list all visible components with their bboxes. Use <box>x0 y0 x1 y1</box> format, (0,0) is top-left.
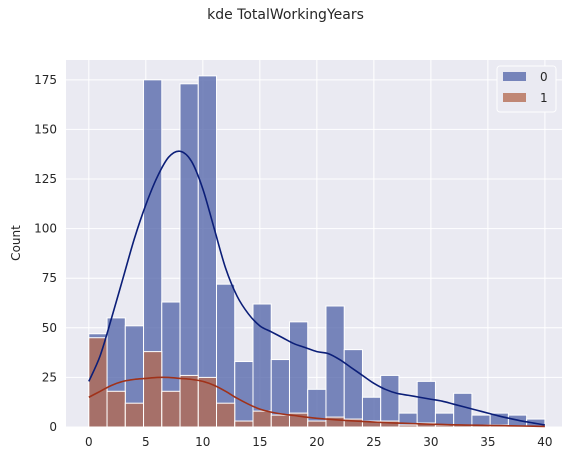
x-tick-labels: 0 5 10 15 20 25 30 35 40 <box>85 435 553 449</box>
bar-series-0 <box>197 75 218 428</box>
bar-series-1 <box>161 390 181 428</box>
legend: 0 1 <box>496 65 557 113</box>
x-tick-label: 10 <box>195 435 210 449</box>
bar-series-1 <box>234 420 254 428</box>
chart-title: kde TotalWorkingYears <box>207 7 364 23</box>
bar-series-1 <box>179 374 199 428</box>
bar-series-1 <box>307 420 327 428</box>
bar-series-1 <box>216 402 236 428</box>
legend-swatch-1 <box>503 93 526 102</box>
x-tick-label: 40 <box>537 435 552 449</box>
y-tick-labels: 0 25 50 75 100 125 150 175 <box>34 73 57 434</box>
bar-series-1 <box>143 351 163 428</box>
series-1-bars <box>88 337 509 428</box>
x-tick-label: 0 <box>85 435 93 449</box>
bar-series-0 <box>416 380 436 428</box>
bar-series-1 <box>252 410 272 428</box>
x-tick-label: 30 <box>423 435 438 449</box>
x-tick-label: 5 <box>142 435 150 449</box>
y-tick-label: 125 <box>34 172 57 186</box>
y-axis-label: Count <box>9 225 23 261</box>
legend-label-1: 1 <box>540 91 548 105</box>
bar-series-1 <box>106 390 126 428</box>
legend-swatch-0 <box>503 72 526 81</box>
y-tick-label: 75 <box>42 271 57 285</box>
bar-series-0 <box>325 305 345 428</box>
kde-line-series-1 <box>88 376 545 428</box>
bar-series-1 <box>197 376 218 428</box>
y-tick-label: 0 <box>49 420 57 434</box>
bar-series-0 <box>343 349 363 428</box>
y-tick-label: 25 <box>42 370 57 384</box>
bar-series-0 <box>288 321 309 428</box>
legend-label-0: 0 <box>540 70 548 84</box>
bar-series-0 <box>234 361 254 428</box>
x-tick-label: 35 <box>480 435 495 449</box>
bar-series-1 <box>398 424 418 428</box>
bar-series-0 <box>453 392 473 428</box>
y-tick-label: 150 <box>34 122 57 136</box>
bar-series-1 <box>380 420 400 428</box>
x-tick-label: 15 <box>252 435 267 449</box>
x-tick-label: 20 <box>309 435 324 449</box>
y-tick-label: 175 <box>34 73 57 87</box>
bar-series-1 <box>88 337 108 428</box>
bar-series-1 <box>124 402 145 428</box>
bar-series-1 <box>270 414 290 428</box>
x-tick-label: 25 <box>366 435 381 449</box>
kde-line-series-0 <box>88 150 546 426</box>
kde-lines <box>88 150 546 428</box>
y-tick-label: 100 <box>34 222 57 236</box>
bar-series-0 <box>380 374 400 428</box>
y-tick-label: 50 <box>42 321 57 335</box>
